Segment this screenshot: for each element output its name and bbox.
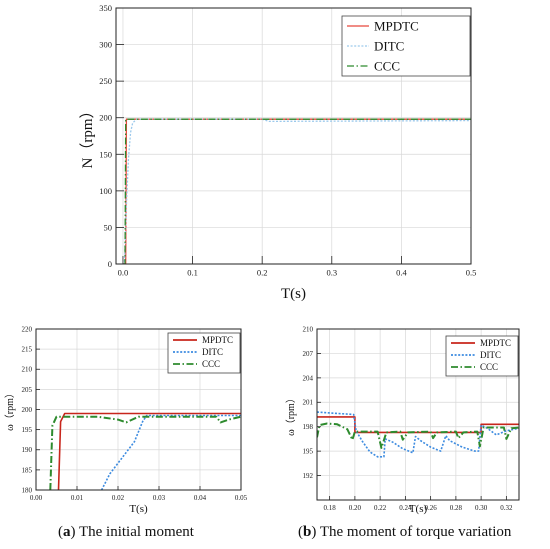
- caption-a-label: a: [63, 524, 71, 540]
- y-tick-label: 210: [22, 366, 33, 374]
- series-line-mpdtc: [123, 118, 471, 264]
- y-tick-label: 195: [303, 448, 314, 456]
- legend-label-ccc: CCC: [480, 362, 498, 372]
- y-axis-label: N（rpm）: [79, 104, 96, 169]
- legend: MPDTC DITC CCC: [167, 332, 241, 374]
- y-tick-label: 0: [108, 259, 112, 269]
- legend: MPDTC DITC CCC: [445, 335, 519, 377]
- x-tick-label: 0.18: [324, 504, 337, 512]
- x-tick-label: 0.3: [326, 268, 337, 278]
- y-tick-label: 220: [22, 325, 33, 333]
- y-tick-label: 350: [99, 3, 112, 13]
- caption-b-text: The moment of torque variation: [319, 524, 512, 540]
- caption-a-text: The initial moment: [78, 524, 194, 540]
- legend-label-mpdtc: MPDTC: [374, 19, 419, 34]
- series-line-ditc: [317, 411, 519, 458]
- y-tick-label: 300: [99, 40, 112, 50]
- y-tick-label: 250: [99, 76, 112, 86]
- x-tick-label: 0.24: [399, 504, 412, 512]
- y-tick-label: 215: [22, 346, 33, 354]
- plot-frame: [115, 7, 472, 265]
- y-tick-label: 204: [303, 374, 314, 382]
- x-tick-label: 0.04: [194, 494, 207, 502]
- x-tick-label: 0.00: [30, 494, 43, 502]
- series-line-ccc: [123, 118, 471, 264]
- caption-b-label: b: [303, 524, 312, 540]
- chart-2: 0.00 0.01 0.02 0.03 0.04 0.05 180 185 190 195 200 2…: [4, 325, 248, 515]
- y-tick-label: 201: [303, 399, 314, 407]
- legend-label-ditc: DITC: [480, 350, 501, 360]
- caption-b: (b) The moment of torque variation: [298, 524, 512, 540]
- y-tick-label: 200: [99, 113, 112, 123]
- x-tick-label: 0.01: [71, 494, 84, 502]
- y-tick-label: 180: [22, 486, 33, 494]
- plot-frame: [316, 328, 520, 501]
- x-tick-label: 0.20: [349, 504, 362, 512]
- chart-1: 0.0 0.1 0.2 0.3 0.4 0.5 0 50 100 150 200 250 300 350 T…: [79, 3, 476, 302]
- y-tick-label: 205: [22, 386, 33, 394]
- x-tick-label: 0.32: [500, 504, 513, 512]
- y-tick-label: 207: [303, 350, 314, 358]
- legend-label-mpdtc: MPDTC: [202, 335, 233, 345]
- y-axis-label: ω（rpm）: [285, 393, 297, 436]
- legend-label-mpdtc: MPDTC: [480, 338, 511, 348]
- x-tick-label: 0.1: [187, 268, 198, 278]
- y-tick-label: 185: [22, 466, 33, 474]
- series-line-ccc: [317, 422, 519, 449]
- x-tick-label: 0.5: [466, 268, 477, 278]
- x-tick-label: 0.03: [153, 494, 166, 502]
- y-tick-label: 210: [303, 325, 314, 333]
- x-tick-label: 0.4: [396, 268, 407, 278]
- legend: MPDTC DITC CCC: [341, 15, 471, 77]
- x-tick-label: 0.0: [118, 268, 129, 278]
- series-line-ccc: [49, 415, 241, 490]
- y-tick-label: 190: [22, 446, 33, 454]
- series-line-mpdtc: [57, 412, 241, 490]
- y-tick-label: 100: [99, 186, 112, 196]
- y-tick-label: 50: [104, 222, 113, 232]
- y-tick-label: 192: [303, 472, 314, 480]
- x-tick-label: 0.28: [450, 504, 463, 512]
- caption-a: (a) The initial moment: [58, 524, 194, 540]
- series-line-ditc: [100, 414, 241, 490]
- x-axis-label: T(s): [409, 503, 428, 515]
- y-tick-label: 198: [303, 423, 314, 431]
- x-tick-label: 0.26: [425, 504, 438, 512]
- x-tick-label: 0.30: [475, 504, 488, 512]
- x-tick-label: 0.2: [257, 268, 268, 278]
- y-tick-label: 150: [99, 149, 112, 159]
- y-tick-label: 200: [22, 406, 33, 414]
- legend-label-ditc: DITC: [374, 39, 404, 54]
- x-tick-label: 0.22: [374, 504, 387, 512]
- x-axis-label: T(s): [129, 503, 148, 515]
- series-line-ditc: [123, 118, 471, 264]
- y-tick-label: 195: [22, 426, 33, 434]
- y-axis-label: ω（rpm）: [4, 388, 16, 431]
- legend-label-ditc: DITC: [202, 347, 223, 357]
- x-tick-label: 0.02: [112, 494, 125, 502]
- legend-label-ccc: CCC: [202, 359, 220, 369]
- legend-label-ccc: CCC: [374, 59, 400, 74]
- chart-3: 0.18 0.20 0.22 0.24 0.26 0.28 0.30 0.32 192 195 19…: [285, 325, 520, 515]
- x-tick-label: 0.05: [235, 494, 248, 502]
- x-axis-label: T(s): [281, 286, 306, 302]
